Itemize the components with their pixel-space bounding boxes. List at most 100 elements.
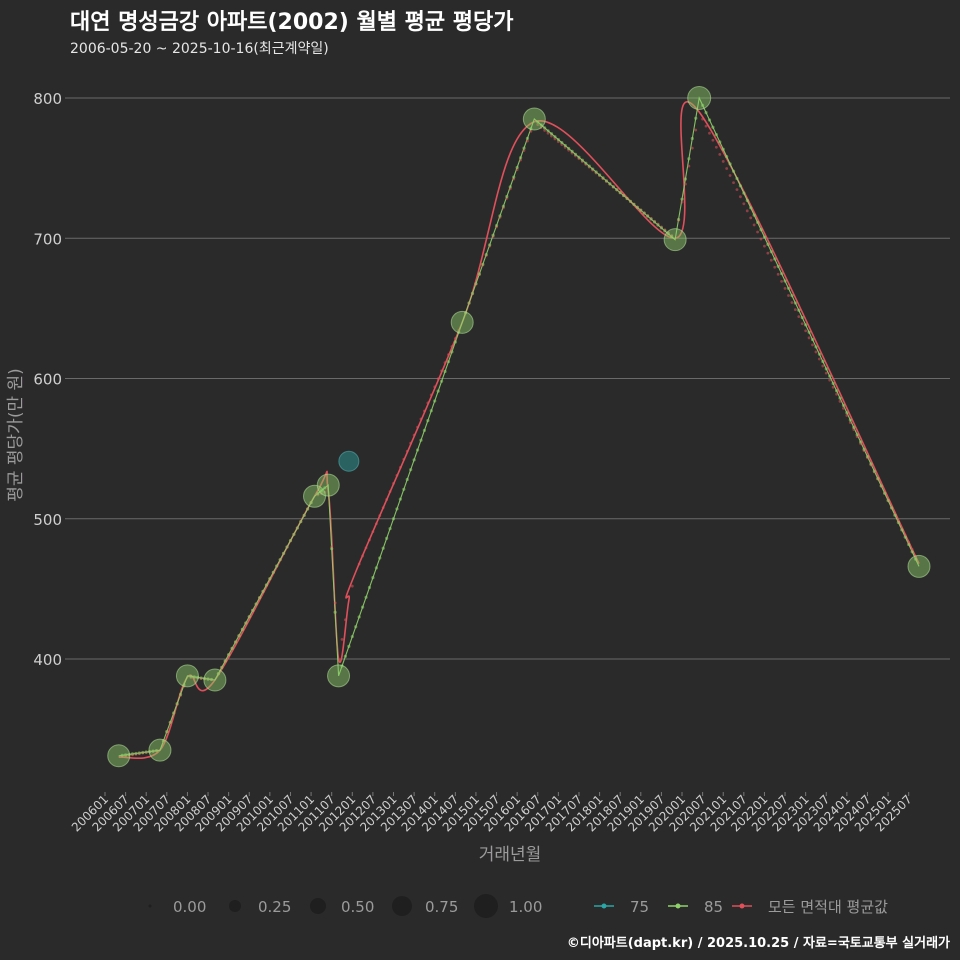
series-85-trace-dot	[453, 340, 457, 344]
series-85-trace-dot	[611, 185, 615, 189]
legend-size-label: 0.50	[341, 898, 374, 916]
series-85-trace-dot	[701, 103, 705, 107]
series-line-all-average	[118, 101, 920, 760]
series-85-trace-dot	[755, 220, 760, 225]
series-85-trace-dot	[762, 235, 767, 239]
series-85-trace-dot	[429, 409, 433, 413]
legend-key-dot	[675, 903, 681, 909]
chart-title: 대연 명성금강 아파트(2002) 월별 평균 평당가	[70, 10, 514, 35]
series-85-trace-dot	[556, 138, 560, 142]
series-85-trace-dot	[130, 752, 135, 756]
all-average-trace-dot	[381, 506, 385, 510]
all-average-trace-dot	[344, 618, 347, 622]
y-tick-label: 500	[33, 511, 62, 529]
series-85-trace-dot	[477, 272, 481, 276]
series-85-trace-dot	[889, 506, 894, 510]
series-85-trace-dot	[512, 175, 516, 179]
series-85-trace-dot	[601, 176, 605, 180]
series-85-trace-dot	[913, 557, 918, 561]
all-average-trace-dot	[821, 364, 825, 368]
all-average-trace-dot	[419, 417, 423, 421]
series-85-trace-dot	[151, 749, 155, 753]
series-85-trace-dot	[491, 233, 495, 237]
series-85-trace-dot	[385, 536, 389, 540]
all-average-trace-dot	[436, 377, 440, 381]
series-85-trace-dot	[240, 627, 244, 631]
series-85-trace-dot	[165, 729, 169, 734]
series-85-trace-dot	[718, 140, 722, 144]
series-85-trace-dot	[405, 477, 409, 482]
series-85-trace-dot	[354, 625, 358, 629]
all-average-trace-dot	[711, 138, 715, 142]
series-85-trace-dot	[752, 213, 756, 217]
series-85-point	[687, 86, 712, 110]
series-85-trace-dot	[525, 136, 530, 141]
series-85-trace-dot	[154, 749, 159, 753]
series-85-trace-dot	[625, 196, 629, 201]
series-85-trace-dot	[865, 455, 870, 459]
series-85-trace-dot	[268, 577, 272, 581]
all-average-trace-dot	[714, 145, 718, 149]
all-average-trace-dot	[828, 378, 832, 382]
series-85-point	[203, 668, 227, 692]
all-average-trace-dot	[817, 357, 821, 361]
all-average-trace-dot	[684, 182, 687, 186]
series-85-trace-dot	[687, 157, 691, 161]
series-85-trace-dot	[910, 550, 914, 554]
series-85-trace-dot	[333, 610, 337, 614]
y-axis-label: 평균 평당가(만 원)	[6, 368, 26, 502]
series-85-trace-dot	[467, 301, 471, 305]
all-average-trace-dot	[426, 401, 430, 405]
series-85-trace-dot	[831, 381, 835, 386]
series-85-trace-dot	[632, 202, 636, 206]
all-average-trace-dot	[416, 425, 419, 429]
all-average-trace-dot	[797, 315, 801, 319]
series-85-trace-dot	[807, 330, 811, 334]
series-85-trace-dot	[206, 677, 210, 681]
series-85-trace-dot	[694, 116, 698, 120]
all-average-trace-dot	[690, 146, 694, 150]
series-85-trace-dot	[371, 576, 375, 580]
series-85-trace-dot	[247, 615, 251, 619]
series-85-trace-dot	[649, 217, 653, 221]
series-85-trace-dot	[536, 120, 540, 124]
series-85-trace-dot	[790, 294, 794, 298]
all-average-trace-dot	[412, 433, 416, 437]
series-85-trace-dot	[742, 191, 746, 195]
series-85-point	[907, 554, 931, 578]
series-85-trace-dot	[275, 564, 279, 568]
all-average-trace-dot	[835, 392, 838, 396]
series-85-point	[148, 738, 172, 762]
series-85-trace-dot	[350, 634, 354, 639]
series-85-trace-dot	[522, 146, 526, 150]
series-85-trace-dot	[659, 226, 664, 230]
series-85-trace-dot	[470, 291, 475, 295]
series-85-trace-dot	[433, 399, 437, 403]
series-85-point	[107, 744, 131, 768]
legend-size-key	[310, 898, 326, 914]
series-85-trace-dot	[797, 308, 801, 312]
series-85-trace-dot	[192, 675, 196, 679]
series-85-trace-dot	[738, 184, 743, 188]
series-85-trace-dot	[227, 653, 231, 657]
all-average-trace-dot	[385, 498, 389, 501]
series-85-trace-dot	[731, 169, 736, 173]
series-85-trace-dot	[666, 232, 670, 236]
series-85-trace-dot	[563, 143, 567, 148]
series-85-trace-dot	[343, 654, 348, 658]
all-average-trace-dot	[766, 251, 770, 255]
series-85-trace-dot	[570, 149, 574, 153]
legend-size-key	[148, 904, 152, 908]
series-85-trace-dot	[800, 315, 804, 320]
series-85-trace-dot	[828, 374, 832, 378]
all-average-trace-dot	[732, 181, 735, 184]
series-85-trace-dot	[896, 520, 900, 525]
series-85-trace-dot	[402, 487, 406, 491]
all-average-trace-dot	[402, 457, 406, 461]
all-average-trace-dot	[701, 117, 705, 121]
series-85-trace-dot	[618, 190, 622, 195]
series-85-trace-dot	[209, 677, 214, 682]
series-85-trace-dot	[426, 418, 430, 423]
series-85-trace-dot	[498, 214, 502, 218]
all-average-trace-dot	[350, 584, 354, 588]
